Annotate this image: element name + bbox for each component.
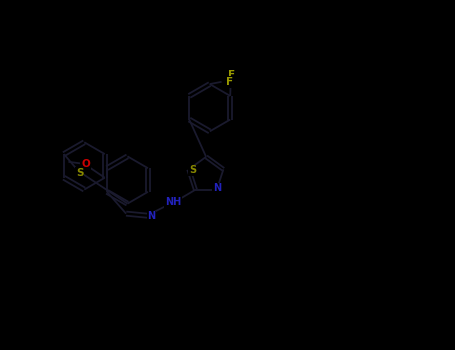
Text: N: N — [147, 211, 156, 221]
Text: S: S — [76, 168, 84, 178]
Text: N: N — [213, 183, 221, 193]
Text: F: F — [228, 70, 235, 80]
Text: NH: NH — [165, 197, 182, 207]
Text: S: S — [189, 165, 196, 175]
Text: O: O — [81, 159, 90, 169]
Text: F: F — [226, 77, 233, 87]
